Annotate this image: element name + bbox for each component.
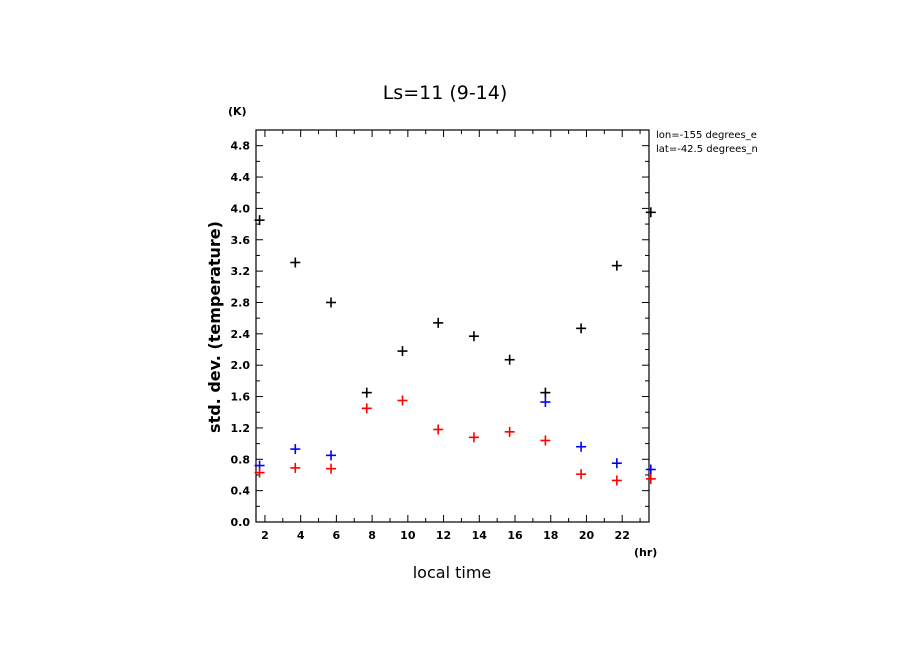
y-tick-label: 0.0 (231, 516, 251, 529)
y-tick-label: 3.2 (231, 265, 251, 278)
plot-frame (255, 129, 650, 523)
y-axis-label: std. dev. (temperature) (205, 221, 224, 433)
data-point (468, 331, 479, 342)
x-tick-label: 10 (400, 529, 416, 542)
annotation-lat: lat=-42.5 degrees_n (656, 144, 758, 155)
x-tick-label: 12 (436, 529, 451, 542)
data-point (326, 463, 337, 474)
data-point (611, 475, 622, 486)
data-point (326, 297, 337, 308)
data-point (290, 462, 301, 473)
data-point (433, 317, 444, 328)
x-tick-label: 8 (368, 529, 376, 542)
data-point (504, 426, 515, 437)
data-point (468, 432, 479, 443)
data-point (290, 444, 301, 455)
data-point (576, 323, 587, 334)
data-point (254, 215, 265, 226)
x-unit-label: (hr) (634, 546, 657, 559)
x-tick-label: 6 (333, 529, 341, 542)
data-point (645, 464, 656, 475)
y-tick-label: 2.0 (231, 359, 251, 372)
x-tick-label: 22 (615, 529, 630, 542)
y-tick-label: 4.4 (231, 171, 251, 184)
x-axis-label: local time (413, 563, 492, 582)
data-point (397, 346, 408, 357)
y-unit-label: (K) (228, 105, 247, 118)
data-point (611, 260, 622, 271)
data-point (611, 458, 622, 469)
x-tick-label: 18 (543, 529, 558, 542)
y-tick-label: 1.6 (231, 391, 251, 404)
y-tick-label: 2.8 (231, 296, 251, 309)
data-point (540, 387, 551, 398)
data-point (576, 469, 587, 480)
y-tick-label: 0.4 (231, 485, 251, 498)
data-point (645, 207, 656, 218)
x-tick-label: 2 (261, 529, 269, 542)
y-tick-label: 0.8 (231, 453, 251, 466)
y-tick-label: 4.8 (231, 140, 251, 153)
annotation-lon: lon=-155 degrees_e (656, 130, 757, 141)
x-tick-label: 14 (472, 529, 488, 542)
data-point (576, 441, 587, 452)
y-tick-label: 2.4 (231, 328, 251, 341)
data-point (433, 424, 444, 435)
data-point (361, 387, 372, 398)
data-point (645, 473, 656, 484)
chart-title: Ls=11 (9-14) (383, 82, 508, 104)
data-point (540, 435, 551, 446)
data-point (361, 403, 372, 414)
data-point (540, 397, 551, 408)
y-tick-label: 4.0 (231, 202, 251, 215)
y-tick-label: 1.2 (231, 422, 251, 435)
x-tick-label: 20 (579, 529, 595, 542)
data-point (326, 450, 337, 461)
data-point (290, 257, 301, 268)
data-markers (254, 207, 656, 486)
data-point (504, 354, 515, 365)
x-tick-label: 16 (507, 529, 523, 542)
data-point (397, 395, 408, 406)
y-tick-label: 3.6 (231, 234, 251, 247)
axis-ticks: 0.0 0.4 0.8 1.2 1.6 2.0 2.4 2.8 3.2 3.6 4.0 4.4 4.8 2… (231, 129, 649, 542)
data-point (254, 467, 265, 478)
x-tick-label: 4 (297, 529, 305, 542)
